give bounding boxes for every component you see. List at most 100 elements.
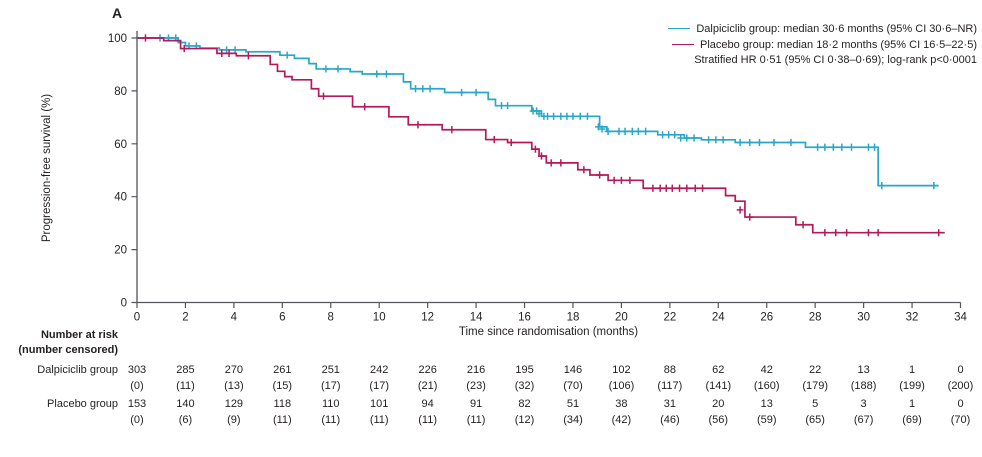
risk-count-cell: 38 [615, 398, 628, 410]
x-tick-label: 14 [470, 312, 483, 324]
risk-count-cell: 51 [566, 398, 580, 410]
censor-marks-placebo [142, 34, 943, 237]
x-tick-label: 2 [182, 312, 188, 324]
panel-label: A [112, 5, 123, 21]
risk-censored-cell: (11) [272, 414, 292, 426]
x-tick-label: 22 [663, 312, 676, 324]
km-curve-placebo [137, 37, 945, 234]
risk-row-label-placebo: Placebo group [47, 398, 118, 410]
x-axis-title: Time since randomisation (months) [458, 326, 639, 338]
risk-count-cell: 31 [663, 398, 676, 410]
risk-count-cell: 42 [760, 364, 773, 376]
x-tick-label: 4 [231, 312, 238, 324]
risk-count-cell: 3 [860, 398, 867, 410]
risk-count-cell: 94 [421, 398, 434, 410]
risk-censored-cell: (67) [853, 414, 874, 426]
risk-censored-cell: (199) [899, 380, 925, 392]
risk-count-cell: 0 [957, 364, 964, 376]
risk-censored-cell: (32) [514, 380, 535, 392]
risk-censored-cell: (23) [466, 380, 486, 392]
y-tick-label: 40 [114, 192, 127, 204]
x-tick-label: 12 [421, 312, 434, 324]
x-tick-label: 18 [567, 312, 580, 324]
risk-censored-cell: (200) [947, 380, 974, 392]
x-tick-label: 24 [712, 312, 725, 324]
risk-count-cell: 242 [370, 364, 389, 376]
risk-count-cell: 13 [760, 398, 773, 410]
risk-censored-cell: (42) [611, 414, 632, 426]
risk-censored-cell: (0) [130, 414, 144, 426]
risk-censored-cell: (65) [805, 414, 825, 426]
risk-count-cell: 285 [176, 364, 195, 376]
dalpiciclib-line-swatch [668, 28, 691, 29]
risk-censored-cell: (11) [321, 414, 341, 426]
risk-censored-cell: (11) [466, 414, 486, 426]
legend-item-placebo: Placebo group: median 18·2 months (95% C… [668, 38, 977, 54]
x-tick-label: 16 [518, 312, 531, 324]
x-tick-label: 10 [373, 312, 386, 324]
risk-censored-cell: (15) [272, 380, 293, 392]
risk-count-cell: 153 [127, 398, 147, 410]
risk-count-cell: 261 [273, 364, 292, 376]
risk-count-cell: 0 [957, 398, 964, 410]
risk-censored-cell: (11) [176, 380, 195, 392]
x-tick-label: 0 [134, 312, 140, 324]
risk-count-cell: 5 [812, 398, 819, 410]
risk-censored-cell: (9) [227, 414, 241, 426]
risk-count-cell: 129 [224, 398, 244, 410]
risk-censored-cell: (12) [514, 414, 535, 426]
risk-censored-cell: (106) [608, 380, 635, 392]
risk-count-cell: 82 [518, 398, 531, 410]
risk-count-cell: 140 [176, 398, 195, 410]
risk-count-cell: 146 [563, 364, 583, 376]
risk-count-cell: 22 [809, 364, 822, 376]
y-tick-label: 0 [121, 298, 127, 310]
risk-count-cell: 270 [224, 364, 244, 376]
risk-count-cell: 91 [469, 398, 483, 410]
risk-censored-cell: (160) [753, 380, 780, 392]
x-tick-label: 28 [809, 312, 822, 324]
x-tick-label: 30 [857, 312, 870, 324]
y-axis-title: Progression-free survival (%) [41, 93, 53, 243]
risk-censored-cell: (117) [657, 380, 683, 392]
risk-censored-cell: (11) [418, 414, 438, 426]
legend-label-dalpiciclib: Dalpiciclib group: median 30·6 months (9… [696, 23, 977, 35]
risk-count-cell: 303 [127, 364, 147, 376]
legend-label-placebo: Placebo group: median 18·2 months (95% C… [700, 38, 977, 51]
risk-row-label-dalpiciclib: Dalpiciclib group [37, 364, 118, 376]
risk-count-cell: 88 [663, 364, 676, 376]
risk-table-header-line1: Number at risk [40, 329, 118, 341]
risk-censored-cell: (11) [369, 414, 389, 426]
x-tick-label: 26 [760, 312, 773, 324]
risk-count-cell: 101 [370, 398, 389, 410]
risk-count-cell: 1 [908, 398, 916, 410]
risk-count-cell: 110 [321, 398, 340, 410]
risk-censored-cell: (17) [320, 380, 341, 392]
risk-count-cell: 13 [857, 364, 870, 376]
risk-count-cell: 195 [515, 364, 534, 376]
risk-count-cell: 20 [712, 398, 725, 410]
risk-count-cell: 226 [418, 364, 437, 376]
axis-lines [136, 31, 961, 304]
risk-censored-cell: (34) [563, 414, 583, 426]
x-tick-label: 8 [328, 312, 334, 324]
risk-censored-cell: (179) [802, 380, 829, 392]
x-tick-label: 32 [906, 312, 919, 324]
risk-censored-cell: (21) [417, 380, 438, 392]
x-tick-label: 6 [279, 312, 285, 324]
risk-censored-cell: (70) [950, 414, 971, 426]
x-tick-label: 34 [954, 312, 967, 324]
y-tick-label: 100 [108, 33, 127, 45]
y-tick-label: 80 [114, 86, 127, 98]
x-tick-label: 20 [615, 312, 628, 324]
legend-note: Stratified HR 0·51 (95% CI 0·38–0·69); l… [694, 54, 977, 66]
risk-censored-cell: (46) [660, 414, 680, 426]
risk-count-cell: 102 [612, 364, 631, 376]
y-tick-label: 60 [114, 139, 127, 151]
risk-censored-cell: (56) [708, 414, 729, 426]
risk-table-header-line2: (number censored) [18, 344, 118, 356]
risk-count-cell: 1 [908, 364, 916, 376]
risk-censored-cell: (59) [756, 414, 777, 426]
